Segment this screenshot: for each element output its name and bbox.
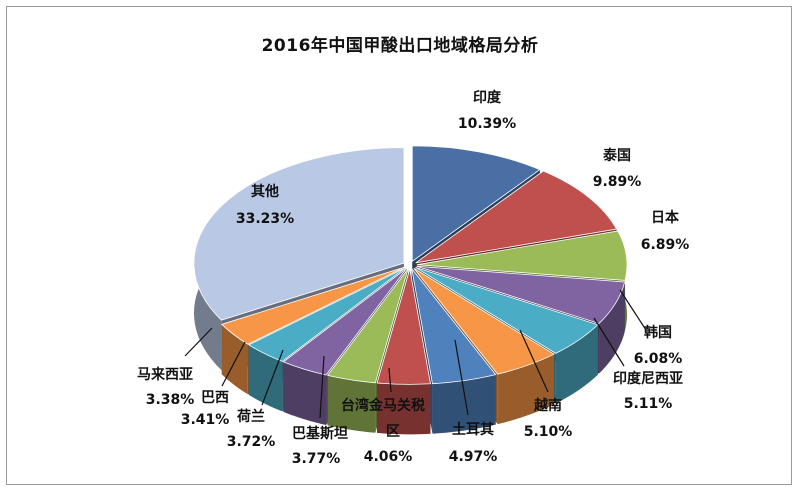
leader-line <box>261 349 284 406</box>
slice-outer-wall <box>555 324 598 404</box>
slice-value-label: 5.11% <box>624 396 673 412</box>
slice-name-label: 泰国 <box>602 147 631 164</box>
leader-line <box>221 341 246 387</box>
slice-name-label: 韩国 <box>644 324 672 341</box>
slice-name-label: 越南 <box>533 397 562 414</box>
slice-value-label: 4.06% <box>364 449 413 465</box>
slice-name-label: 土耳其 <box>452 421 494 438</box>
slice-value-label: 3.72% <box>227 434 276 450</box>
slice-outer-wall <box>599 281 625 374</box>
leader-line <box>184 327 213 357</box>
slice-value-label: 6.89% <box>641 237 690 253</box>
slice-name-label: 印度 <box>473 89 502 106</box>
slice-outer-wall <box>497 354 555 425</box>
slice-value-label: 3.77% <box>292 451 341 467</box>
slice-value-label: 10.39% <box>458 116 516 132</box>
slice-outer-wall <box>377 382 431 435</box>
leader-line <box>388 367 392 393</box>
pie-slice-12 <box>193 147 405 321</box>
slice-outer-wall <box>327 375 376 433</box>
pie-slice-10 <box>247 267 406 362</box>
slice-name-label: 台湾金马关税 <box>341 397 425 414</box>
pie-slice-6 <box>411 268 497 385</box>
pie-slice-11 <box>221 266 405 345</box>
slice-name-label: 马来西亚 <box>137 367 193 383</box>
slice-name-label: 巴基斯坦 <box>292 425 348 442</box>
slice-value-label: 33.23% <box>236 211 294 227</box>
pie-slice-7 <box>376 268 431 385</box>
slice-value-label: 3.38% <box>146 392 195 408</box>
slice-value-label: 5.10% <box>524 424 573 440</box>
slice-outer-wall <box>283 361 327 426</box>
pie-slice-0 <box>411 145 541 263</box>
leader-line <box>519 329 549 393</box>
pie-labels: 印度 10.39% 泰国 9.89% 日本 6.89% 韩国 6.08% 印度尼西亚 5.11% 越… <box>137 89 689 467</box>
slice-name-label: 其他 <box>251 183 279 200</box>
pie-top-layer <box>193 145 628 385</box>
slice-outer-wall <box>221 324 248 395</box>
slice-outer-wall <box>432 374 496 434</box>
leader-line <box>593 317 625 367</box>
slice-value-label: 9.89% <box>593 174 642 190</box>
pie-slice-9 <box>282 268 407 376</box>
slice-name-label: 区 <box>386 424 400 440</box>
slice-name-label: 巴西 <box>201 390 229 406</box>
slice-outer-wall <box>248 344 283 412</box>
pie-slice-5 <box>413 267 555 375</box>
leader-line <box>454 339 469 416</box>
pie-slice-1 <box>415 170 618 264</box>
pie-slice-2 <box>416 230 628 281</box>
slice-value-label: 4.97% <box>449 449 498 465</box>
slice-name-label: 印度尼西亚 <box>613 370 683 387</box>
leader-line <box>319 355 325 419</box>
slice-name-label: 荷兰 <box>236 408 265 425</box>
leader-line <box>619 289 647 331</box>
chart-title: 2016年中国甲酸出口地域格局分析 <box>261 36 539 56</box>
pie-slice-8 <box>326 268 409 384</box>
pie-slice-3 <box>416 265 626 324</box>
slice-value-label: 6.08% <box>634 351 683 367</box>
slice-value-label: 3.41% <box>181 412 230 428</box>
slice-name-label: 日本 <box>651 209 680 226</box>
